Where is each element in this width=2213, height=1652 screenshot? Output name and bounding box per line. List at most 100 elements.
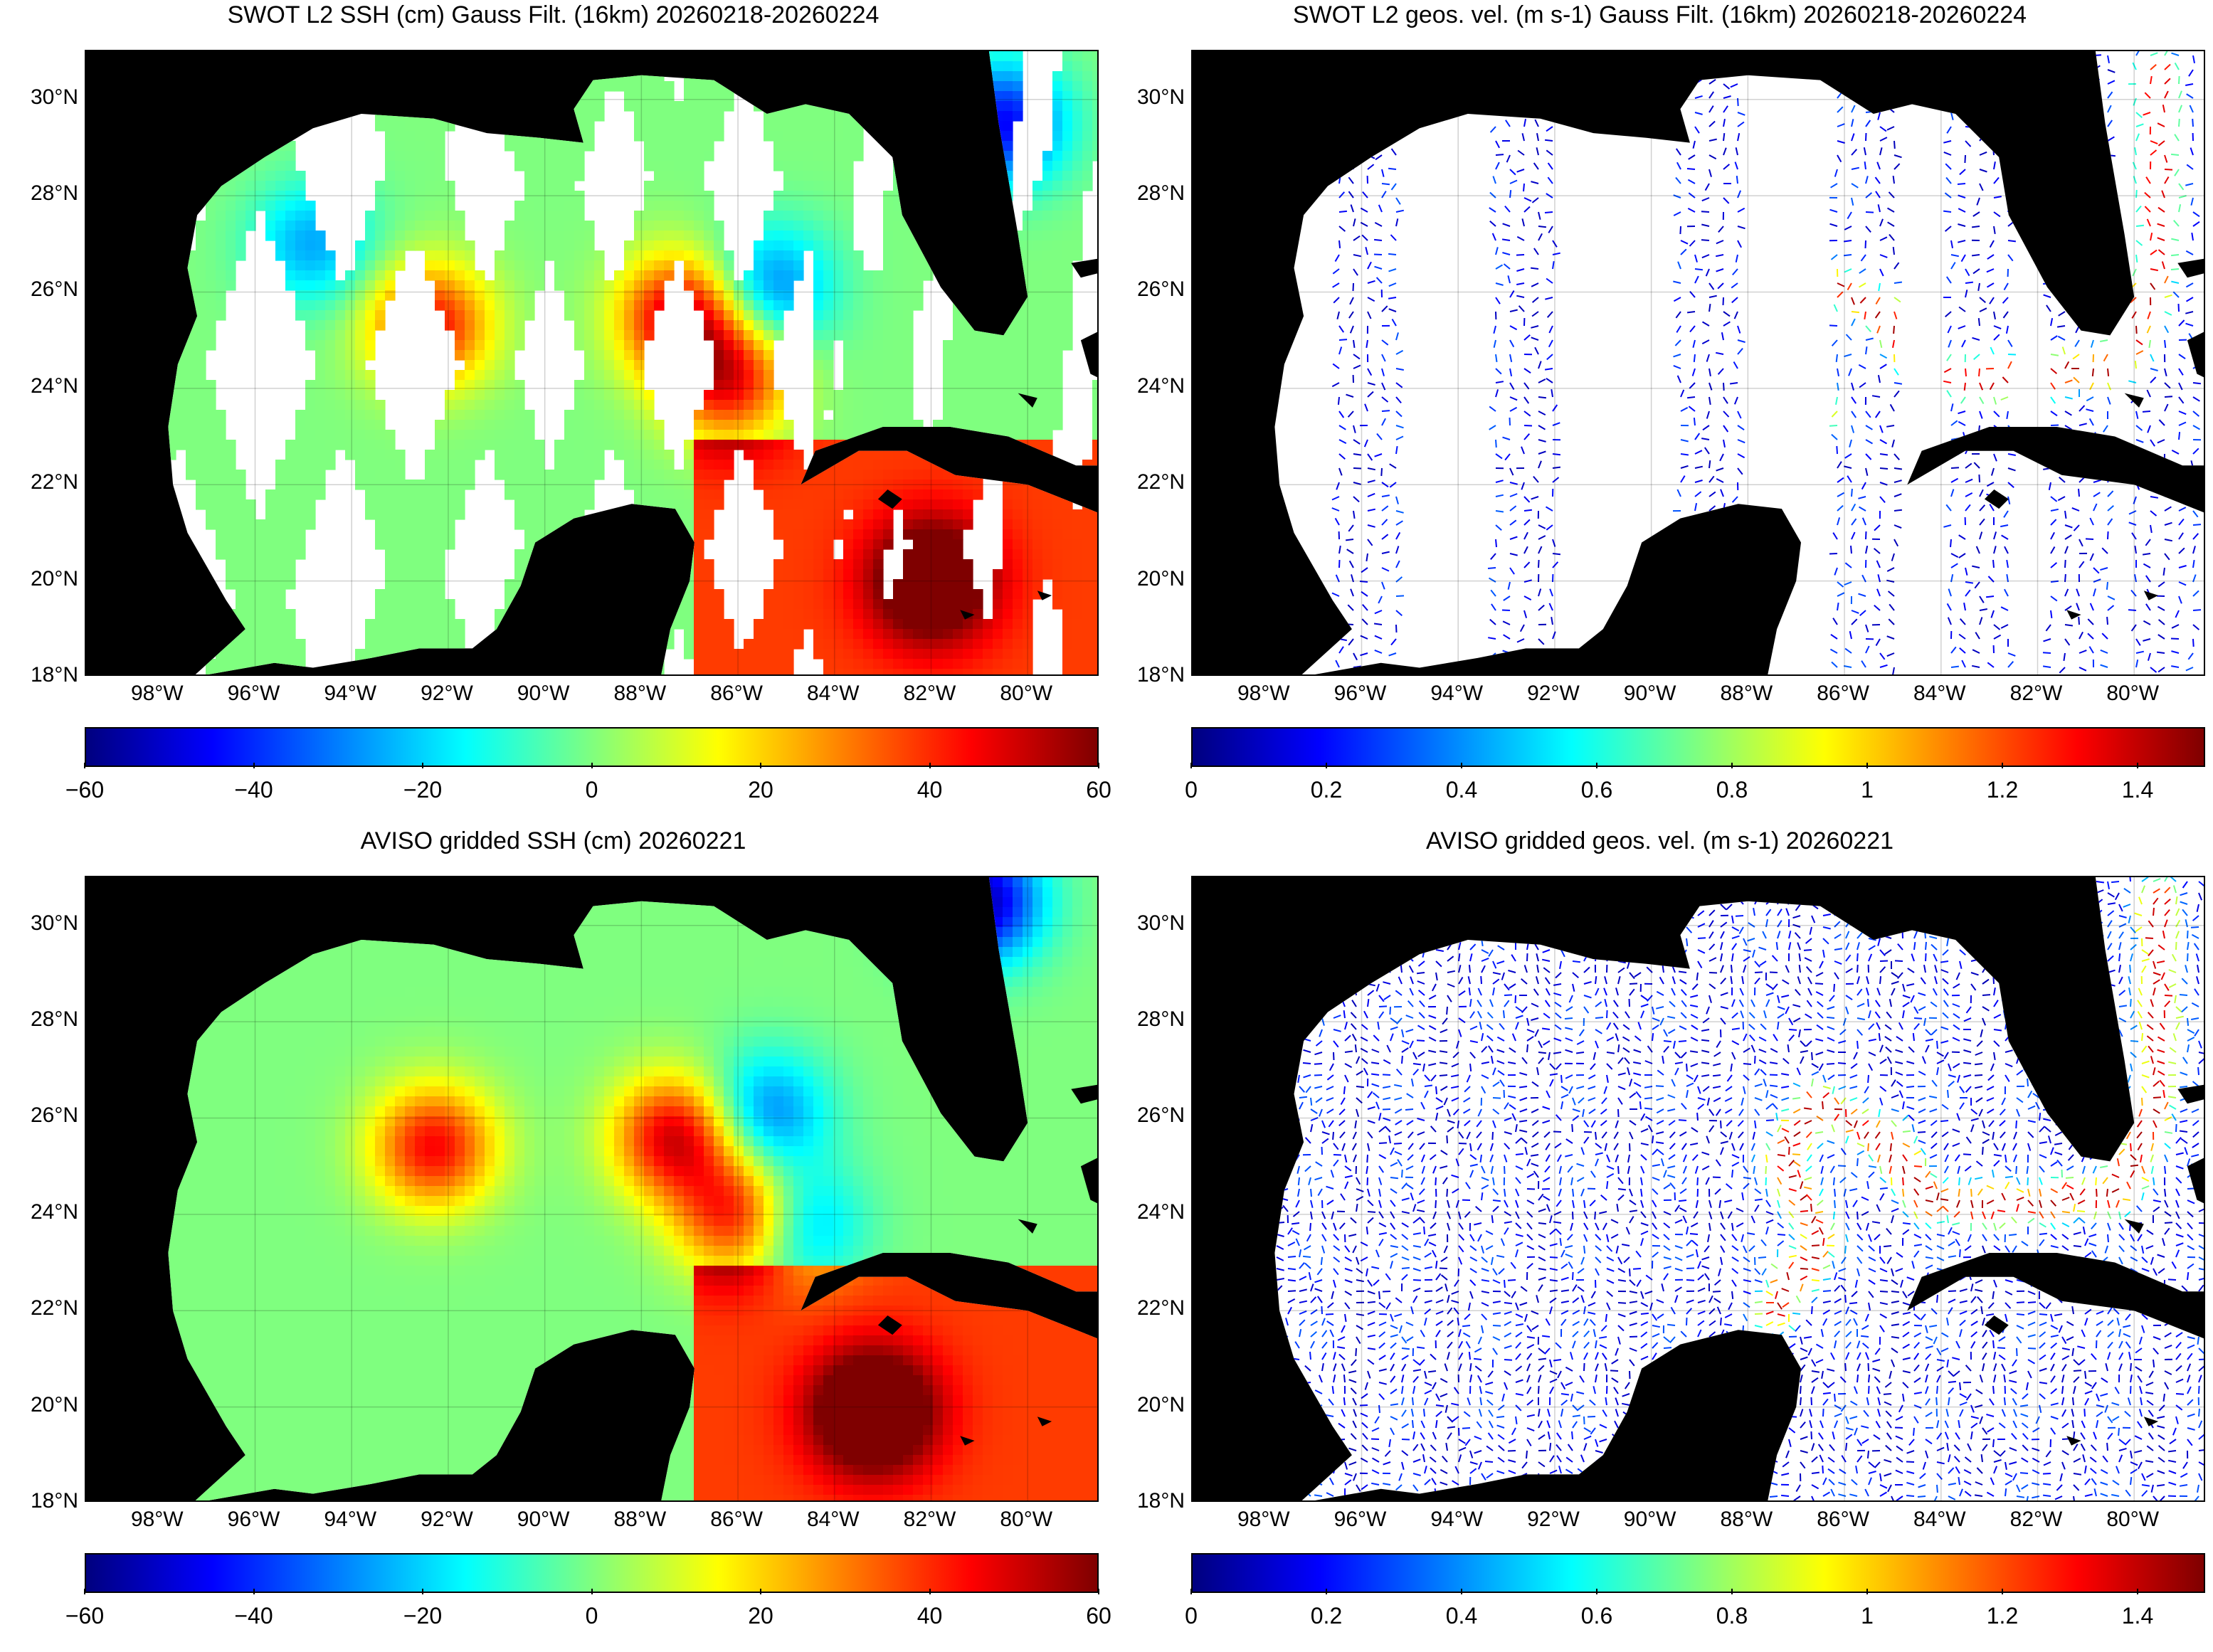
velocity-arrow: [1844, 226, 1852, 231]
ssh-cell: [704, 599, 714, 610]
velocity-arrow: [1965, 268, 1970, 277]
ssh-cell: [883, 619, 894, 630]
ssh-cell: [325, 280, 336, 291]
ssh-cell: [1072, 619, 1083, 630]
velocity-arrow: [1733, 311, 1738, 319]
ssh-cell: [236, 250, 246, 261]
ssh-cell: [654, 161, 665, 171]
velocity-arrow: [1495, 247, 1499, 255]
velocity-arrow: [2192, 211, 2200, 218]
ssh-cell: [654, 191, 665, 201]
ssh-cell: [933, 589, 944, 600]
ssh-cell: [833, 280, 844, 291]
ssh-cell: [823, 250, 834, 261]
ssh-cell: [694, 609, 704, 620]
velocity-arrow: [2171, 52, 2180, 56]
ssh-cell: [226, 480, 236, 490]
ssh-cell: [385, 450, 396, 460]
ssh-cell: [514, 201, 525, 211]
ssh-cell: [734, 290, 744, 301]
ssh-cell: [644, 201, 655, 211]
ssh-cell: [285, 260, 296, 271]
ssh-cell: [335, 410, 346, 420]
ssh-cell: [783, 509, 794, 520]
velocity-arrow: [2185, 83, 2194, 86]
ssh-cell: [206, 390, 216, 401]
velocity-arrow: [2150, 52, 2158, 56]
ssh-cell: [833, 290, 844, 301]
ssh-cell: [634, 231, 645, 241]
ssh-cell: [1023, 410, 1033, 420]
ssh-cell: [833, 659, 844, 669]
ssh-cell: [744, 310, 754, 321]
ssh-cell: [783, 131, 794, 142]
ssh-cell: [1042, 250, 1053, 261]
ssh-cell: [315, 489, 326, 500]
velocity-arrow: [2007, 254, 2014, 262]
ssh-cell: [196, 430, 206, 440]
ssh-cell: [315, 460, 326, 470]
ssh-cell: [773, 579, 784, 590]
ssh-cell: [773, 649, 784, 660]
ssh-cell: [1013, 589, 1023, 600]
ssh-cell: [744, 320, 754, 331]
ssh-cell: [843, 549, 854, 560]
ssh-cell: [375, 460, 386, 470]
ssh-cell: [694, 111, 704, 122]
velocity-arrow: [1546, 193, 1553, 198]
ssh-cell: [754, 430, 764, 440]
ssh-cell: [624, 390, 635, 401]
ssh-cell: [773, 270, 784, 281]
ssh-cell: [325, 360, 336, 371]
ssh-cell: [634, 480, 645, 490]
ssh-cell: [963, 509, 973, 520]
ssh-cell: [405, 619, 416, 630]
ssh-cell: [186, 470, 196, 480]
ssh-cell: [634, 111, 645, 122]
ssh-cell: [664, 171, 675, 181]
ssh-cell: [754, 420, 764, 430]
ssh-cell: [714, 310, 724, 321]
ssh-cell: [724, 101, 734, 112]
ssh-cell: [365, 499, 376, 510]
ssh-cell: [1013, 81, 1023, 92]
ssh-cell: [325, 380, 336, 391]
ssh-cell: [933, 539, 944, 550]
ssh-cell: [624, 460, 635, 470]
ssh-cell: [1082, 51, 1093, 62]
ssh-cell: [754, 619, 764, 630]
ssh-cell: [335, 340, 346, 351]
ssh-cell: [455, 480, 465, 490]
ssh-cell: [614, 320, 625, 331]
ssh-cell: [455, 300, 465, 311]
ssh-cell: [1042, 260, 1053, 271]
ssh-cell: [1062, 191, 1073, 201]
ssh-cell: [335, 440, 346, 450]
ssh-cell: [385, 559, 396, 570]
ssh-cell: [724, 330, 734, 341]
ssh-cell: [295, 300, 306, 311]
ssh-cell: [285, 460, 296, 470]
ssh-cell: [226, 549, 236, 560]
velocity-arrow: [1735, 147, 1738, 156]
ssh-cell: [1032, 579, 1043, 590]
ssh-cell: [524, 201, 535, 211]
ssh-cell: [196, 240, 206, 251]
ssh-cell: [694, 529, 704, 540]
ssh-cell: [445, 420, 455, 430]
ssh-cell: [445, 191, 455, 201]
ssh-cell: [863, 599, 874, 610]
ssh-cell: [803, 240, 814, 251]
ssh-cell: [455, 231, 465, 241]
ssh-cell: [245, 529, 256, 540]
ssh-cell: [684, 121, 694, 132]
colorbar-tick-label: 60: [1086, 777, 1111, 803]
ssh-cell: [168, 420, 176, 430]
velocity-arrow: [1879, 137, 1888, 142]
ssh-cell: [395, 609, 406, 620]
ssh-cell: [773, 201, 784, 211]
ssh-cell: [983, 669, 993, 674]
ssh-cell: [823, 280, 834, 291]
ssh-cell: [1042, 161, 1053, 171]
ssh-cell: [704, 400, 714, 411]
